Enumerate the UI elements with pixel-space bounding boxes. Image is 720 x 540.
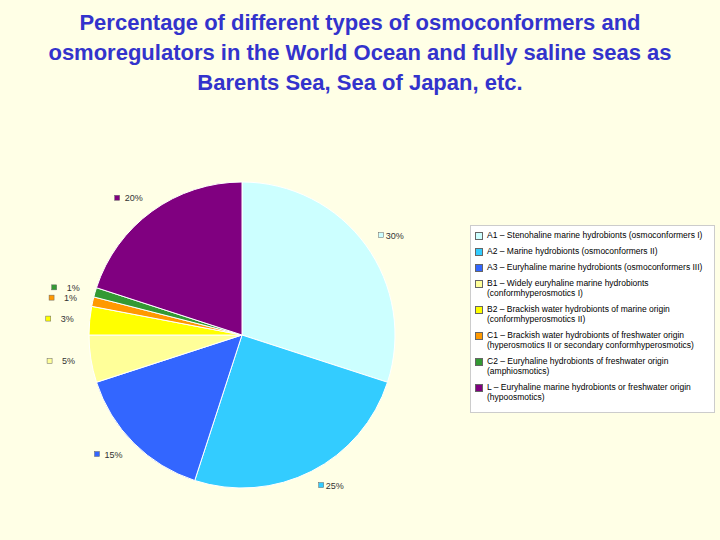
svg-text:5%: 5% (62, 356, 75, 366)
svg-text:1%: 1% (64, 293, 77, 303)
html-text:C2 – Euryhaline hydrobionts of: C2 – Euryhaline hydrobionts of freshwate… (487, 356, 669, 376)
svg-text:20%: 20% (125, 193, 143, 203)
html-text:Percentage of different types: Percentage of different types of osmocon… (48, 10, 672, 95)
svg-text:30%: 30% (386, 231, 404, 241)
html-text:A3 – Euryhaline marine hydrobi: A3 – Euryhaline marine hydrobionts (osmo… (487, 262, 703, 272)
svg-text:25%: 25% (326, 481, 344, 491)
svg-text:3%: 3% (61, 314, 74, 324)
svg-text:15%: 15% (104, 450, 122, 460)
html-text:B1 – Widely euryhaline marine: B1 – Widely euryhaline marine hydrobiont… (487, 278, 649, 298)
html-text:A1 – Stenohaline marine hydrob: A1 – Stenohaline marine hydrobionts (osm… (487, 230, 703, 240)
svg-text:1%: 1% (67, 283, 80, 293)
html-text:A2 – Marine hydrobionts (osmoc: A2 – Marine hydrobionts (osmoconformers … (487, 246, 658, 256)
html-text:L – Euryhaline marine hydrobio: L – Euryhaline marine hydrobionts or fre… (487, 382, 691, 402)
html-text:B2 – Brackish water hydrobiont: B2 – Brackish water hydrobionts of marin… (487, 304, 670, 324)
html-text:C1 – Brackish water hydrobiont: C1 – Brackish water hydrobionts of fresh… (487, 330, 694, 350)
